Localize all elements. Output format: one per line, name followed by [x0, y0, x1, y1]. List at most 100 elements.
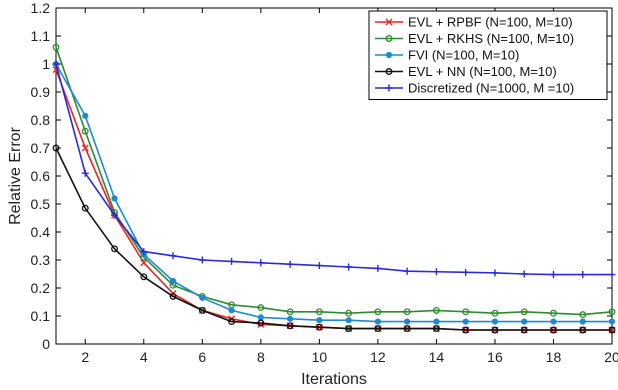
data-point	[257, 319, 265, 327]
legend-swatch-marker	[385, 68, 393, 75]
legend-entry: Discretized (N=1000, M =10)	[375, 81, 574, 96]
legend-entry: EVL + NN (N=100, M=10)	[375, 64, 557, 79]
data-point	[403, 325, 411, 333]
data-point	[315, 323, 323, 331]
data-point	[111, 211, 119, 219]
series-2	[52, 60, 616, 325]
series-line	[55, 46, 613, 316]
data-point	[374, 318, 381, 325]
legend-label: FVI (N=100, M=10)	[408, 48, 519, 63]
data-point	[608, 308, 616, 316]
y-tick-label: 0	[42, 336, 50, 352]
data-point	[462, 268, 470, 276]
x-tick-label: 4	[140, 349, 148, 365]
data-point	[579, 271, 587, 279]
data-point	[198, 306, 206, 314]
data-point	[169, 277, 177, 285]
data-point	[111, 195, 118, 202]
data-point	[228, 257, 236, 265]
series-line	[55, 147, 612, 331]
x-tick-label: 16	[487, 349, 503, 365]
y-tick-label: 1	[42, 56, 50, 72]
y-tick-label: 0.3	[31, 252, 51, 268]
y-tick-label: 0.1	[31, 308, 51, 324]
data-point	[432, 268, 440, 276]
data-point	[550, 326, 557, 334]
data-point	[286, 308, 294, 316]
data-point	[579, 318, 586, 325]
data-point	[286, 322, 294, 330]
legend-entry: FVI (N=100, M=10)	[375, 48, 519, 63]
y-tick-label: 0.7	[31, 140, 51, 156]
data-point	[140, 273, 148, 281]
legend-entry: EVL + RKHS (N=100, M=10)	[375, 31, 574, 46]
data-point	[521, 318, 528, 325]
data-point	[345, 309, 353, 317]
data-point	[374, 325, 382, 333]
y-tick-label: 0.2	[31, 280, 51, 296]
data-point	[432, 306, 440, 314]
data-point	[520, 308, 528, 316]
x-tick-label: 10	[312, 349, 328, 365]
series-4	[52, 60, 616, 279]
data-point	[257, 259, 265, 267]
data-point	[286, 260, 294, 268]
data-point	[491, 326, 499, 334]
data-point	[345, 317, 352, 324]
x-tick-label: 8	[257, 349, 265, 365]
x-tick-label: 18	[546, 349, 562, 365]
legend-label: Discretized (N=1000, M =10)	[408, 81, 574, 96]
data-point	[549, 271, 557, 279]
legend-entry: EVL + RPBF (N=100, M=10)	[375, 15, 573, 30]
data-point	[81, 204, 89, 212]
data-point	[462, 318, 469, 325]
series-line	[55, 63, 612, 276]
data-point	[82, 112, 89, 119]
legend-box	[368, 10, 608, 100]
legend-label: EVL + RPBF (N=100, M=10)	[408, 15, 573, 30]
data-point	[199, 294, 206, 301]
y-tick-label: 0.8	[31, 112, 51, 128]
data-point	[52, 144, 60, 152]
data-point	[140, 248, 148, 256]
data-point	[403, 308, 411, 316]
x-axis-ticks: 2 4 6 8 10 12 14 16 18 20	[81, 8, 618, 365]
x-axis-label: Iterations	[301, 371, 367, 388]
y-tick-label: 1.2	[31, 0, 51, 16]
y-tick-label: 0.6	[31, 168, 51, 184]
data-point	[315, 308, 323, 316]
series-1	[52, 43, 616, 319]
x-tick-label: 14	[429, 349, 445, 365]
data-point	[462, 326, 470, 334]
data-point	[491, 318, 499, 325]
data-point	[520, 270, 528, 278]
y-axis-label: Relative Error	[7, 126, 24, 224]
data-point	[374, 264, 382, 272]
data-point	[169, 292, 177, 300]
y-tick-label: 0.5	[31, 196, 51, 212]
data-point	[374, 308, 382, 316]
y-tick-label: 0.4	[31, 224, 51, 240]
data-point	[462, 308, 470, 316]
data-point	[228, 307, 235, 314]
data-point	[579, 326, 587, 334]
data-point	[432, 325, 440, 333]
data-point	[257, 314, 264, 321]
data-point	[608, 271, 616, 279]
data-point	[433, 318, 440, 325]
y-axis-ticks: 0 0.1 0.2 0.3 0.4 0.5 0.6 0.7 0.8 0.9 1 1.1 1.2	[31, 0, 612, 352]
data-point	[81, 169, 89, 177]
data-point	[404, 318, 411, 325]
data-point	[520, 326, 528, 334]
data-point	[52, 60, 60, 68]
series-3	[52, 144, 616, 334]
data-point	[315, 262, 323, 270]
legend-swatch-marker	[385, 84, 393, 92]
data-point	[403, 267, 411, 275]
data-point	[169, 252, 177, 260]
data-point	[345, 325, 353, 333]
series-layer	[52, 43, 616, 334]
data-point	[579, 311, 587, 319]
y-tick-label: 1.1	[31, 28, 51, 44]
